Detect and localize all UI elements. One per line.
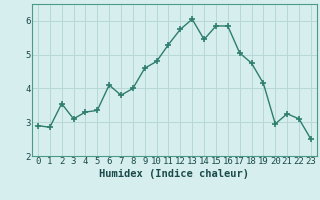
X-axis label: Humidex (Indice chaleur): Humidex (Indice chaleur) [100, 169, 249, 179]
